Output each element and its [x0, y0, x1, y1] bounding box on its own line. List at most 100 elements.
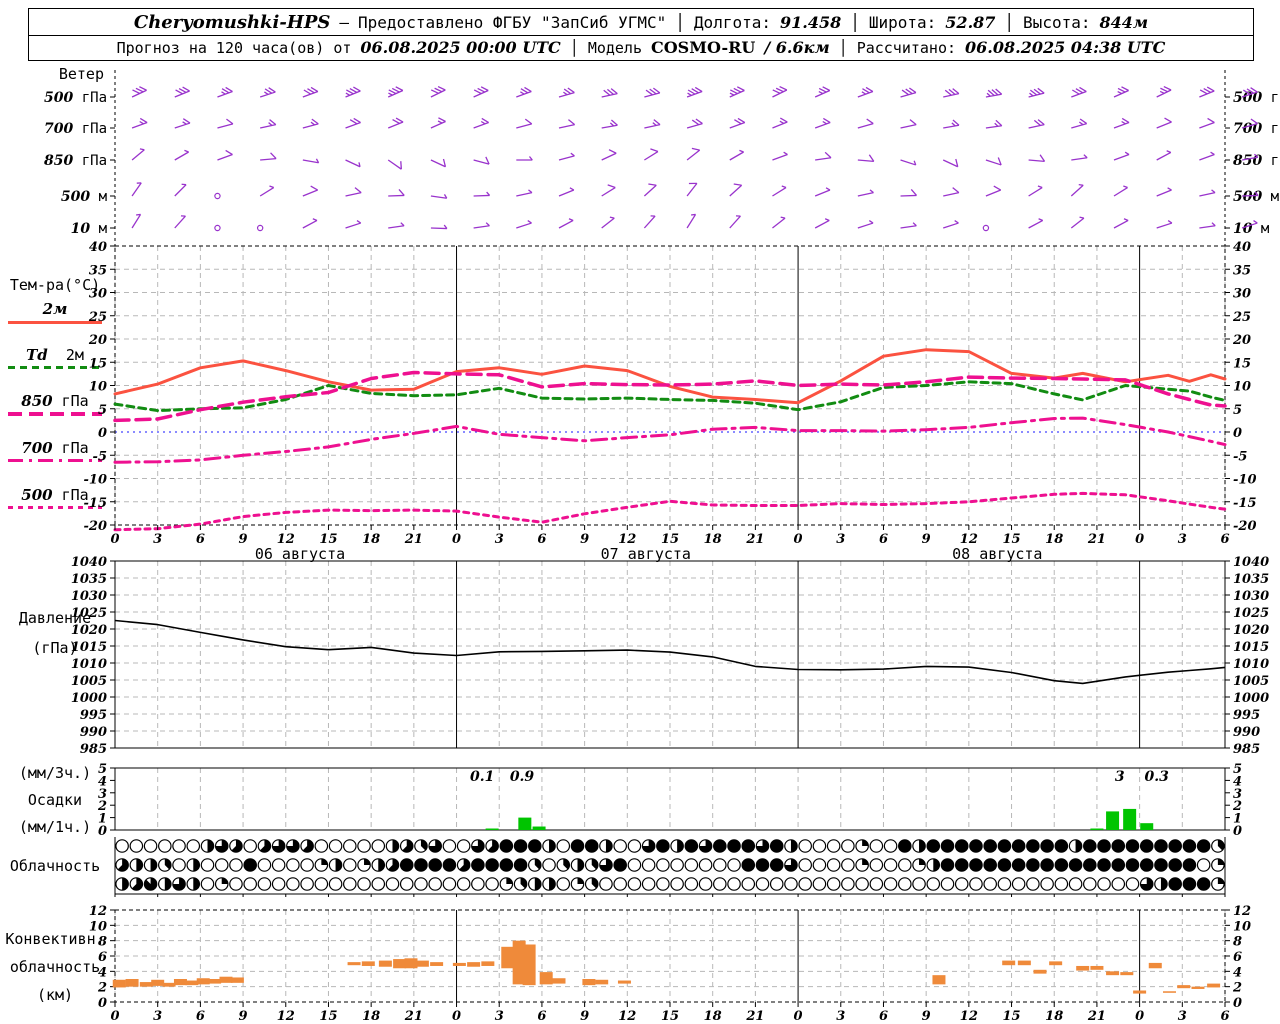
wind-barb [1113, 117, 1130, 129]
axis-label: 15 [1002, 1009, 1020, 1024]
legend-t500-label: 500 гПа [21, 486, 89, 504]
cloud-symbol [371, 839, 386, 853]
wind-level-label: 700 гПа [1233, 121, 1280, 137]
wind-level-label: 700 гПа [44, 121, 107, 137]
wind-barb [729, 86, 745, 98]
axis-label: 12 [618, 532, 636, 547]
separator: │ [1004, 13, 1015, 32]
convective-block [173, 979, 187, 986]
cloud-symbol [1068, 839, 1083, 853]
cloud-symbol [741, 839, 756, 853]
cloud-symbol [528, 877, 542, 891]
altitude-label: Высота: [1023, 13, 1091, 32]
axis-label: 21 [404, 1009, 423, 1024]
wind-barb [772, 86, 788, 98]
axis-label: -5 [1233, 449, 1247, 464]
wind-barb [430, 194, 448, 199]
convective-block [1191, 986, 1205, 989]
cloud-symbol [1196, 858, 1211, 872]
cloud-symbol [314, 858, 329, 872]
cloud-symbol [1168, 877, 1182, 891]
wind-barb [985, 157, 1002, 166]
axis-label: 10 [89, 380, 107, 395]
separator: │ [675, 13, 685, 32]
axis-label: 995 [80, 708, 107, 723]
cloud-symbol [1097, 858, 1111, 872]
cloud-symbol [912, 877, 926, 891]
convective-block [617, 980, 631, 984]
cloud-symbol [115, 858, 129, 872]
wind-barb [131, 213, 142, 229]
series-t2m [113, 348, 1227, 405]
cloud-symbol [1182, 877, 1197, 891]
wind-barb [643, 215, 656, 229]
wind-barb [558, 187, 575, 197]
cloud-symbol [983, 839, 997, 853]
provider-text: Предоставлено ФГБУ "ЗапСиб УГМС" [358, 13, 667, 32]
cloud-symbol [414, 839, 428, 853]
axis-label: 1020 [1233, 623, 1269, 638]
axis-label: 9 [239, 532, 248, 547]
axis-label: 4 [1233, 965, 1242, 980]
cloud-symbol [542, 858, 556, 872]
cloud-symbol [883, 858, 898, 872]
cloud-symbol [1054, 839, 1069, 853]
convective-block [196, 978, 210, 985]
cloud-symbol [670, 877, 684, 891]
wind-barb [174, 149, 189, 161]
cloud-symbol [229, 839, 243, 853]
cloud-symbol [812, 839, 827, 853]
axis-label: 6 [1233, 950, 1242, 965]
cloud-symbol [1139, 858, 1154, 872]
wind-barb [601, 149, 617, 161]
wind-barb [772, 185, 787, 197]
cloud-symbol [584, 839, 599, 853]
cloud-symbol [229, 877, 243, 891]
wind-barb [558, 152, 575, 161]
axis-label: 5 [98, 762, 107, 777]
axis-label: 0 [794, 532, 803, 547]
cloud-symbol [371, 858, 386, 872]
axis-label: 985 [1233, 742, 1260, 757]
axis-label: 3 [495, 1009, 504, 1024]
wind-barb [982, 224, 990, 232]
cloud-symbol [627, 858, 642, 872]
precip-panel-title: Осадки [27, 791, 83, 809]
axis-label: 985 [80, 742, 107, 757]
station-name: Cheryomushki-HPS [133, 12, 331, 33]
axis-label: 0 [98, 824, 107, 839]
cloud-symbol [698, 839, 713, 853]
cloud-symbol [1011, 858, 1026, 872]
cloud-symbol [1125, 839, 1140, 853]
axis-label: 3 [1115, 769, 1125, 785]
wind-barb [772, 117, 788, 129]
convective-block [595, 979, 609, 985]
axis-label: 1015 [71, 640, 107, 655]
cloud-symbol [328, 858, 343, 872]
wind-level-label: 10 м [1233, 221, 1270, 237]
cloud-symbol [399, 839, 414, 853]
wind-barb [1070, 183, 1084, 197]
axis-label: 12 [277, 1009, 295, 1024]
wind-barb [430, 224, 448, 230]
cloud-symbol [442, 839, 457, 853]
wind-barb [516, 220, 532, 229]
convective-block [112, 979, 126, 988]
axis-label: 20 [88, 333, 107, 348]
axis-label: 07 августа [601, 545, 691, 563]
axis-label: 1005 [71, 674, 107, 689]
cloud-symbol [1083, 877, 1097, 891]
convective-block [481, 961, 495, 966]
precip-bar [1106, 811, 1120, 830]
wind-barb [131, 148, 145, 161]
convective-block [1207, 983, 1221, 988]
wind-barb [1156, 150, 1172, 161]
cloud-symbol [556, 858, 571, 872]
wind-barb [942, 158, 959, 168]
wind-barb [1028, 119, 1045, 129]
cloud-symbol [314, 839, 329, 853]
axis-label: 6 [537, 532, 546, 547]
cloud-symbol [926, 877, 941, 891]
precip-unit-3h: (мм/3ч.) [18, 764, 92, 782]
cloud-symbol [841, 858, 855, 872]
